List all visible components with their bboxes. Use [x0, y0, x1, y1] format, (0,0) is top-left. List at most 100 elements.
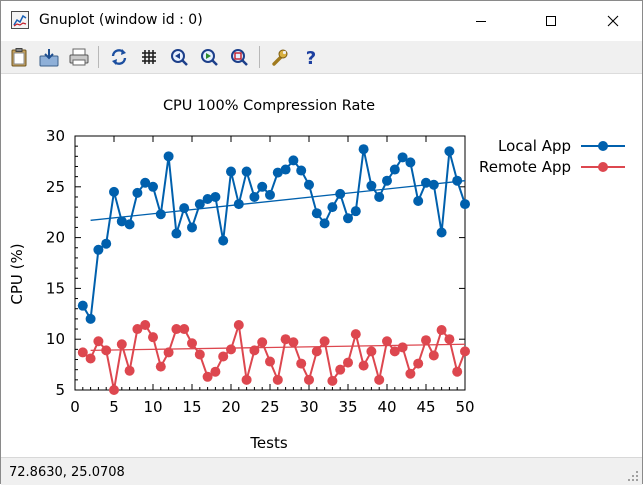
zoom-reset-icon — [231, 49, 248, 66]
y-tick-label: 20 — [46, 229, 65, 247]
title-bar[interactable]: Gnuplot (window id : 0) — [1, 1, 642, 41]
data-point — [93, 336, 104, 347]
data-point — [327, 202, 338, 213]
data-point — [187, 338, 197, 349]
y-tick-label: 5 — [55, 381, 65, 399]
data-point — [194, 349, 205, 360]
data-point — [366, 180, 377, 191]
trendline — [90, 180, 466, 221]
copy-to-clipboard-button[interactable] — [7, 45, 31, 69]
data-point — [179, 324, 190, 335]
gnuplot-app-icon — [11, 11, 29, 29]
data-point — [413, 358, 424, 369]
data-point — [124, 219, 135, 230]
data-point — [389, 346, 400, 357]
data-point — [163, 151, 174, 162]
data-point — [77, 347, 88, 358]
save-icon — [39, 49, 59, 67]
data-point — [280, 334, 291, 345]
data-point — [452, 366, 463, 377]
x-tick-label: 0 — [70, 398, 80, 416]
wrench-icon — [272, 49, 288, 66]
x-tick-label: 45 — [416, 398, 435, 416]
y-tick-label: 30 — [46, 127, 65, 145]
minimize-icon — [476, 21, 486, 22]
x-tick-label: 15 — [182, 398, 201, 416]
data-point — [93, 244, 104, 255]
data-point — [319, 336, 330, 347]
x-tick-label: 5 — [109, 398, 119, 416]
close-button[interactable] — [590, 1, 636, 41]
minimize-button[interactable] — [458, 1, 504, 41]
y-tick-label: 15 — [46, 279, 65, 297]
cpu-chart[interactable]: CPU 100% Compression Rate Tests CPU (%) … — [1, 74, 642, 456]
data-point — [241, 166, 252, 177]
data-point — [194, 199, 205, 210]
data-point — [397, 342, 408, 353]
data-point — [233, 319, 244, 330]
printer-icon — [69, 48, 89, 66]
clipboard-icon — [11, 48, 27, 67]
data-point — [202, 371, 213, 382]
chart-title: CPU 100% Compression Rate — [163, 98, 375, 114]
data-point — [304, 374, 314, 385]
toolbar: ? — [1, 41, 642, 74]
window-title: Gnuplot (window id : 0) — [39, 12, 203, 28]
options-button[interactable] — [268, 45, 292, 69]
data-point — [311, 346, 322, 357]
data-point — [350, 329, 361, 340]
data-point — [405, 157, 416, 168]
data-point — [382, 336, 392, 347]
data-point — [382, 175, 392, 186]
help-button[interactable]: ? — [299, 45, 323, 69]
grid-icon — [142, 50, 156, 64]
zoom-previous-button[interactable] — [167, 45, 191, 69]
data-point — [444, 146, 455, 157]
print-button[interactable] — [67, 45, 91, 69]
data-point — [296, 358, 307, 369]
y-tick-label: 25 — [46, 178, 65, 196]
series-remote-app — [77, 319, 470, 395]
data-point — [327, 375, 338, 386]
data-point — [249, 345, 260, 356]
data-point — [163, 347, 174, 358]
maximize-icon — [546, 16, 556, 26]
x-tick-label: 20 — [221, 398, 240, 416]
data-point — [304, 179, 314, 190]
toggle-grid-button[interactable] — [137, 45, 161, 69]
data-point — [444, 334, 455, 345]
maximize-button[interactable] — [528, 1, 574, 41]
plot-area[interactable]: CPU 100% Compression Rate Tests CPU (%) … — [1, 74, 642, 456]
data-point — [155, 361, 166, 372]
data-point — [226, 166, 236, 177]
data-point — [265, 356, 275, 367]
unzoom-button[interactable] — [227, 45, 251, 69]
data-point — [116, 339, 127, 350]
data-point — [171, 324, 182, 335]
save-button[interactable] — [37, 45, 61, 69]
data-point — [148, 332, 158, 343]
resize-grip-icon[interactable] — [627, 470, 639, 482]
y-axis-label: CPU (%) — [8, 243, 26, 304]
data-point — [132, 324, 143, 335]
data-point — [171, 228, 182, 239]
data-point — [85, 313, 96, 324]
data-point — [109, 186, 119, 197]
status-bar: 72.8630, 25.0708 — [1, 457, 642, 485]
data-point — [265, 189, 275, 200]
data-point — [257, 337, 268, 348]
data-point — [436, 227, 447, 238]
replot-button[interactable] — [107, 45, 131, 69]
x-tick-label: 35 — [338, 398, 357, 416]
data-point — [288, 337, 299, 348]
x-tick-label: 50 — [455, 398, 474, 416]
data-point — [343, 213, 353, 224]
x-tick-label: 30 — [299, 398, 318, 416]
data-point — [460, 199, 470, 210]
data-point — [85, 353, 96, 364]
legend-marker — [598, 141, 608, 151]
zoom-forward-icon — [201, 49, 218, 66]
zoom-next-button[interactable] — [197, 45, 221, 69]
data-point — [257, 181, 268, 192]
